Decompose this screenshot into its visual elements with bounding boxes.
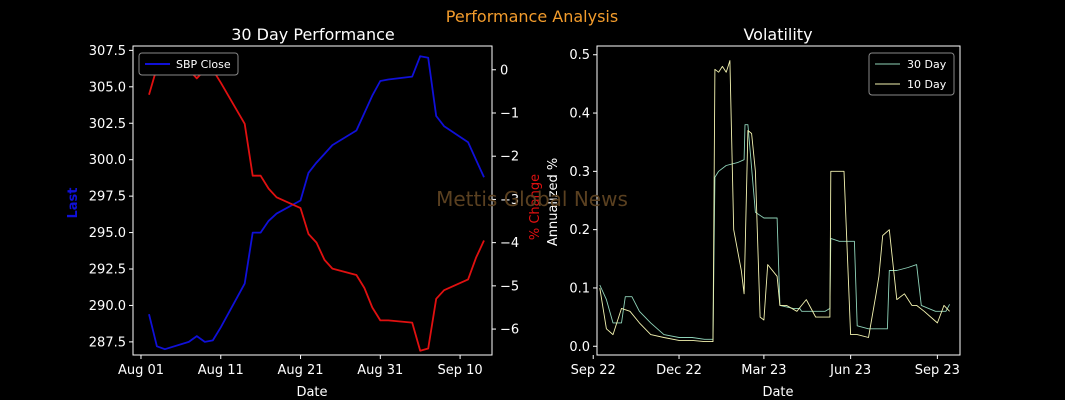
volatility-x-tick-label: Dec 22 [656,363,702,378]
volatility-x-axis-label: Date [762,385,793,400]
performance-x-tick-label: Aug 11 [198,363,244,378]
volatility-y-tick-label: 0.1 [569,281,590,296]
volatility-y-tick-label: 0.3 [569,165,590,180]
performance-x-tick-label: Aug 01 [118,363,164,378]
performance-y-tick-label: 300.0 [89,153,126,168]
volatility-series-30-day [599,124,950,340]
volatility-series-10-day [599,60,950,343]
performance-y-tick-label: 292.5 [89,263,126,278]
performance-chart-title: 30 Day Performance [231,25,395,44]
performance-right-tick-label: −6 [500,323,519,338]
performance-x-tick-label: Aug 21 [278,363,324,378]
performance-y-tick-label: 297.5 [89,190,126,205]
performance-y-tick-label: 305.0 [89,80,126,95]
performance-series-sbp-close [148,55,485,351]
volatility-x-tick-label: Mar 23 [741,363,786,378]
performance-x-tick-label: Aug 31 [357,363,403,378]
figure-suptitle: Performance Analysis [446,7,618,26]
legend-label-sbp-close: SBP Close [176,58,231,71]
performance-right-tick-label: −2 [500,150,519,165]
performance-x-axis-label: Date [296,385,327,400]
performance-legend: SBP Close [138,52,239,76]
performance-right-tick-label: −1 [500,106,519,121]
volatility-y-axis-label: Annualized % [546,158,561,246]
volatility-y-tick-label: 0.5 [569,48,590,63]
volatility-y-tick-label: 0.0 [569,340,590,355]
performance-right-tick-label: −4 [500,236,519,251]
legend-label-10-day: 10 Day [907,78,947,91]
performance-legend-box [138,52,239,76]
watermark-text: Mettis Global News [436,187,628,211]
performance-right-tick-label: 0 [500,63,508,78]
performance-right-tick-label: −3 [500,193,519,208]
volatility-chart: Volatility Sep 22 Dec 22 Mar 23 Jun 23 Sep 2… [546,25,961,400]
performance-y-tick-label: 290.0 [89,299,126,314]
performance-left-axis-label: Last [66,187,81,218]
performance-x-tick-label: Sep 10 [437,363,482,378]
performance-right-tick-label: −5 [500,279,519,294]
volatility-plot-area: Sep 22 Dec 22 Mar 23 Jun 23 Sep 23 0.0 0.1 0.2 0… [569,48,960,378]
legend-label-30-day: 30 Day [907,58,947,71]
volatility-x-tick-label: Jun 23 [829,363,871,378]
volatility-x-tick-label: Sep 23 [915,363,960,378]
volatility-x-tick-label: Sep 22 [571,363,616,378]
volatility-chart-title: Volatility [743,25,812,44]
performance-y-tick-label: 295.0 [89,226,126,241]
performance-y-tick-label: 302.5 [89,117,126,132]
performance-plot-frame [132,45,493,356]
performance-y-tick-label: 307.5 [89,44,126,59]
performance-plot-area: Aug 01 Aug 11 Aug 21 Aug 31 Sep 10 287.5 290.0… [89,44,519,378]
volatility-legend: 30 Day 10 Day [868,52,955,96]
performance-series-change [148,62,485,352]
performance-y-tick-label: 287.5 [89,335,126,350]
performance-chart: 30 Day Performance Aug 01 Aug 11 Aug 21 Aug… [66,25,543,400]
volatility-plot-frame [596,45,961,356]
performance-right-axis-label: % Change [528,174,543,240]
volatility-y-tick-label: 0.2 [569,223,590,238]
volatility-y-tick-label: 0.4 [569,107,590,122]
